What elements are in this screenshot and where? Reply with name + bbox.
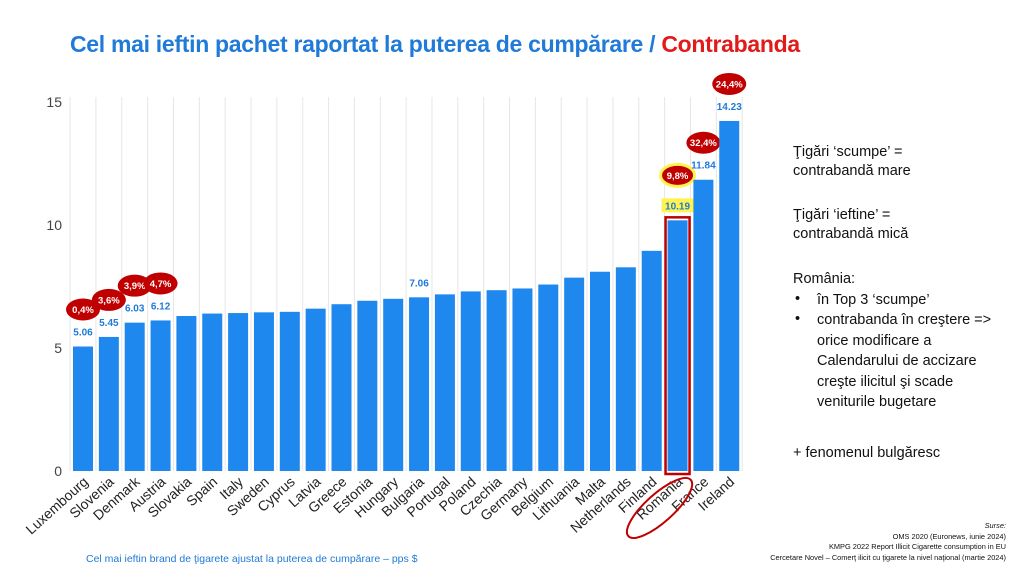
bar-poland xyxy=(460,291,481,471)
source-line: Cercetare Novel – Comerţ ilicit cu ţigar… xyxy=(770,552,1006,562)
bar-malta xyxy=(590,271,610,471)
bar-bulgaria xyxy=(409,297,430,471)
smuggling-label: 3,6% xyxy=(98,295,120,306)
bar-cyprus xyxy=(279,311,300,471)
title-highlight: Contrabanda xyxy=(661,31,800,57)
romania-highlight-box xyxy=(664,216,691,476)
bar-denmark xyxy=(124,322,145,471)
y-tick-label: 15 xyxy=(46,94,62,110)
note-bullet-2: contrabanda în creştere => orice modific… xyxy=(817,312,992,410)
data-label: 5.45 xyxy=(99,318,119,329)
smuggling-label: 3,9% xyxy=(124,281,146,292)
bar-luxembourg xyxy=(73,346,93,471)
y-tick-label: 10 xyxy=(46,217,62,233)
smuggling-label: 4,7% xyxy=(150,279,172,290)
bar-germany xyxy=(512,288,533,471)
bar-sweden xyxy=(253,312,274,471)
bar-greece xyxy=(331,304,352,471)
romania-label-ellipse xyxy=(625,477,694,539)
bullet-marker: • xyxy=(795,291,801,307)
note-bullet-1: în Top 3 ‘scumpe’ xyxy=(817,292,930,308)
bar-finland xyxy=(641,250,662,471)
data-label: 6.12 xyxy=(151,301,171,312)
smuggling-label: 9,8% xyxy=(667,171,689,182)
title-main: Cel mai ieftin pachet raportat la putere… xyxy=(70,31,656,57)
bar-spain xyxy=(202,313,223,471)
bar-belgium xyxy=(538,284,559,471)
smuggling-badge xyxy=(117,274,152,297)
slide-title: Cel mai ieftin pachet raportat la putere… xyxy=(70,31,800,58)
data-label: 6.03 xyxy=(125,304,145,315)
smuggling-badge xyxy=(66,298,100,321)
smuggling-badge xyxy=(659,162,697,188)
chart-caption: Cel mai ieftin brand de ţigarete ajustat… xyxy=(86,553,418,565)
data-label: 10.19 xyxy=(665,201,690,212)
bar-czechia xyxy=(486,290,507,471)
data-label: 11.84 xyxy=(691,161,716,172)
bar-slovakia xyxy=(176,316,197,471)
y-tick-label: 5 xyxy=(54,340,62,356)
bar-lithuania xyxy=(564,277,585,471)
smuggling-badge xyxy=(712,72,747,95)
data-label: 7.06 xyxy=(409,278,429,289)
sources-heading: Surse: xyxy=(984,521,1006,530)
note-romania-title: România: xyxy=(793,271,856,287)
source-line: OMS 2020 (Euronews, iunie 2024) xyxy=(892,531,1006,541)
sources: Surse: OMS 2020 (Euronews, iunie 2024) K… xyxy=(770,521,1006,563)
note-bulgarian: + fenomenul bulgăresc xyxy=(793,445,941,461)
value-highlight xyxy=(661,198,694,213)
bar-france xyxy=(693,179,714,471)
bar-estonia xyxy=(357,300,378,471)
smuggling-badge xyxy=(143,272,178,295)
note-cheap: Ţigări ‘ieftine’ = contrabandă mică xyxy=(793,207,909,242)
bar-netherlands xyxy=(615,267,636,471)
data-label: 5.06 xyxy=(73,328,93,339)
bar-hungary xyxy=(383,298,404,471)
y-tick-label: 0 xyxy=(54,463,62,479)
smuggling-badge xyxy=(91,288,126,311)
bar-austria xyxy=(150,320,171,471)
smuggling-badge xyxy=(686,131,721,154)
smuggling-label: 0,4% xyxy=(72,305,94,316)
data-label: 14.23 xyxy=(717,102,742,113)
bar-romania xyxy=(667,220,688,471)
bar-ireland xyxy=(719,120,740,471)
note-expensive: Ţigări ‘scumpe’ = contrabandă mare xyxy=(793,144,911,179)
source-line: KMPG 2022 Report Illicit Cigarette consu… xyxy=(828,542,1006,551)
bar-portugal xyxy=(434,294,455,471)
smuggling-label: 24,4% xyxy=(716,79,743,90)
bar-slovenia xyxy=(98,336,119,471)
bullet-marker: • xyxy=(795,311,801,327)
bar-italy xyxy=(228,313,249,471)
smuggling-label: 32,4% xyxy=(690,138,717,149)
bar-latvia xyxy=(305,308,326,471)
